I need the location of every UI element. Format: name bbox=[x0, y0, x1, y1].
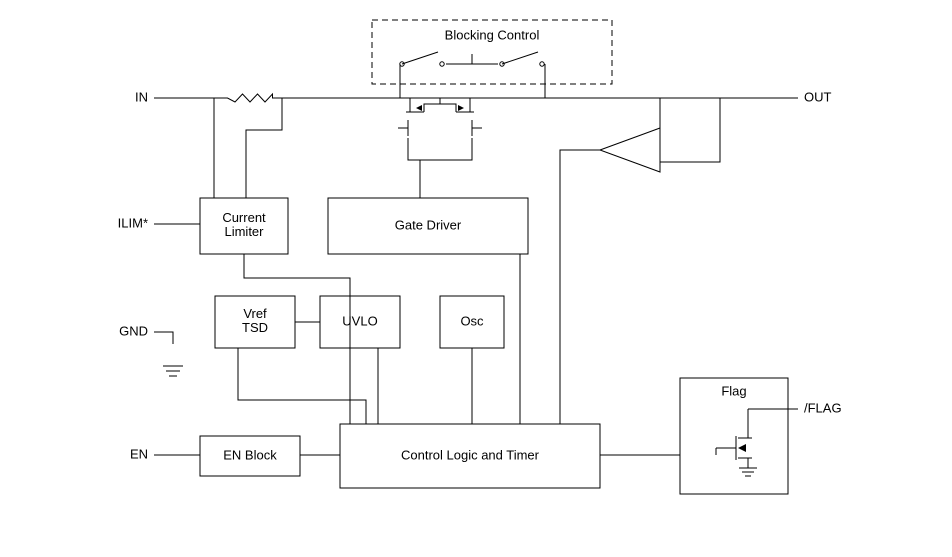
blocking-switch-left bbox=[402, 52, 438, 64]
label-gate_driver: Gate Driver bbox=[395, 217, 462, 232]
wire-vref-to-ctrl bbox=[238, 348, 366, 424]
label-flag: Flag bbox=[721, 383, 746, 398]
wire-resistor-to-curlim bbox=[246, 98, 282, 198]
label-osc: Osc bbox=[460, 313, 484, 328]
label-current_limiter: CurrentLimiter bbox=[222, 210, 266, 239]
pin-ilim: ILIM* bbox=[118, 215, 148, 230]
pin-out: OUT bbox=[804, 89, 832, 104]
amplifier bbox=[600, 128, 660, 172]
resistor bbox=[220, 94, 280, 102]
wire-gatedrv-to-mos bbox=[408, 138, 472, 198]
label-blocking_control: Blocking Control bbox=[445, 27, 540, 42]
pin-en: EN bbox=[130, 446, 148, 461]
ground-icon bbox=[163, 366, 183, 376]
pin-in: IN bbox=[135, 89, 148, 104]
pin-gnd: GND bbox=[119, 323, 148, 338]
label-ctrl_logic: Control Logic and Timer bbox=[401, 447, 540, 462]
wire-block-sw-down-c bbox=[446, 54, 498, 64]
label-en_block: EN Block bbox=[223, 447, 277, 462]
wire-amp-out-to-ctrl bbox=[560, 150, 600, 424]
wire-gnd-pin bbox=[154, 332, 173, 344]
label-uvlo: UVLO bbox=[342, 313, 377, 328]
blocking-switch-right bbox=[502, 52, 538, 64]
label-vref_tsd: VrefTSD bbox=[242, 306, 268, 335]
pin-flag: /FLAG bbox=[804, 400, 842, 415]
wire-amp-in-bot bbox=[660, 98, 720, 162]
